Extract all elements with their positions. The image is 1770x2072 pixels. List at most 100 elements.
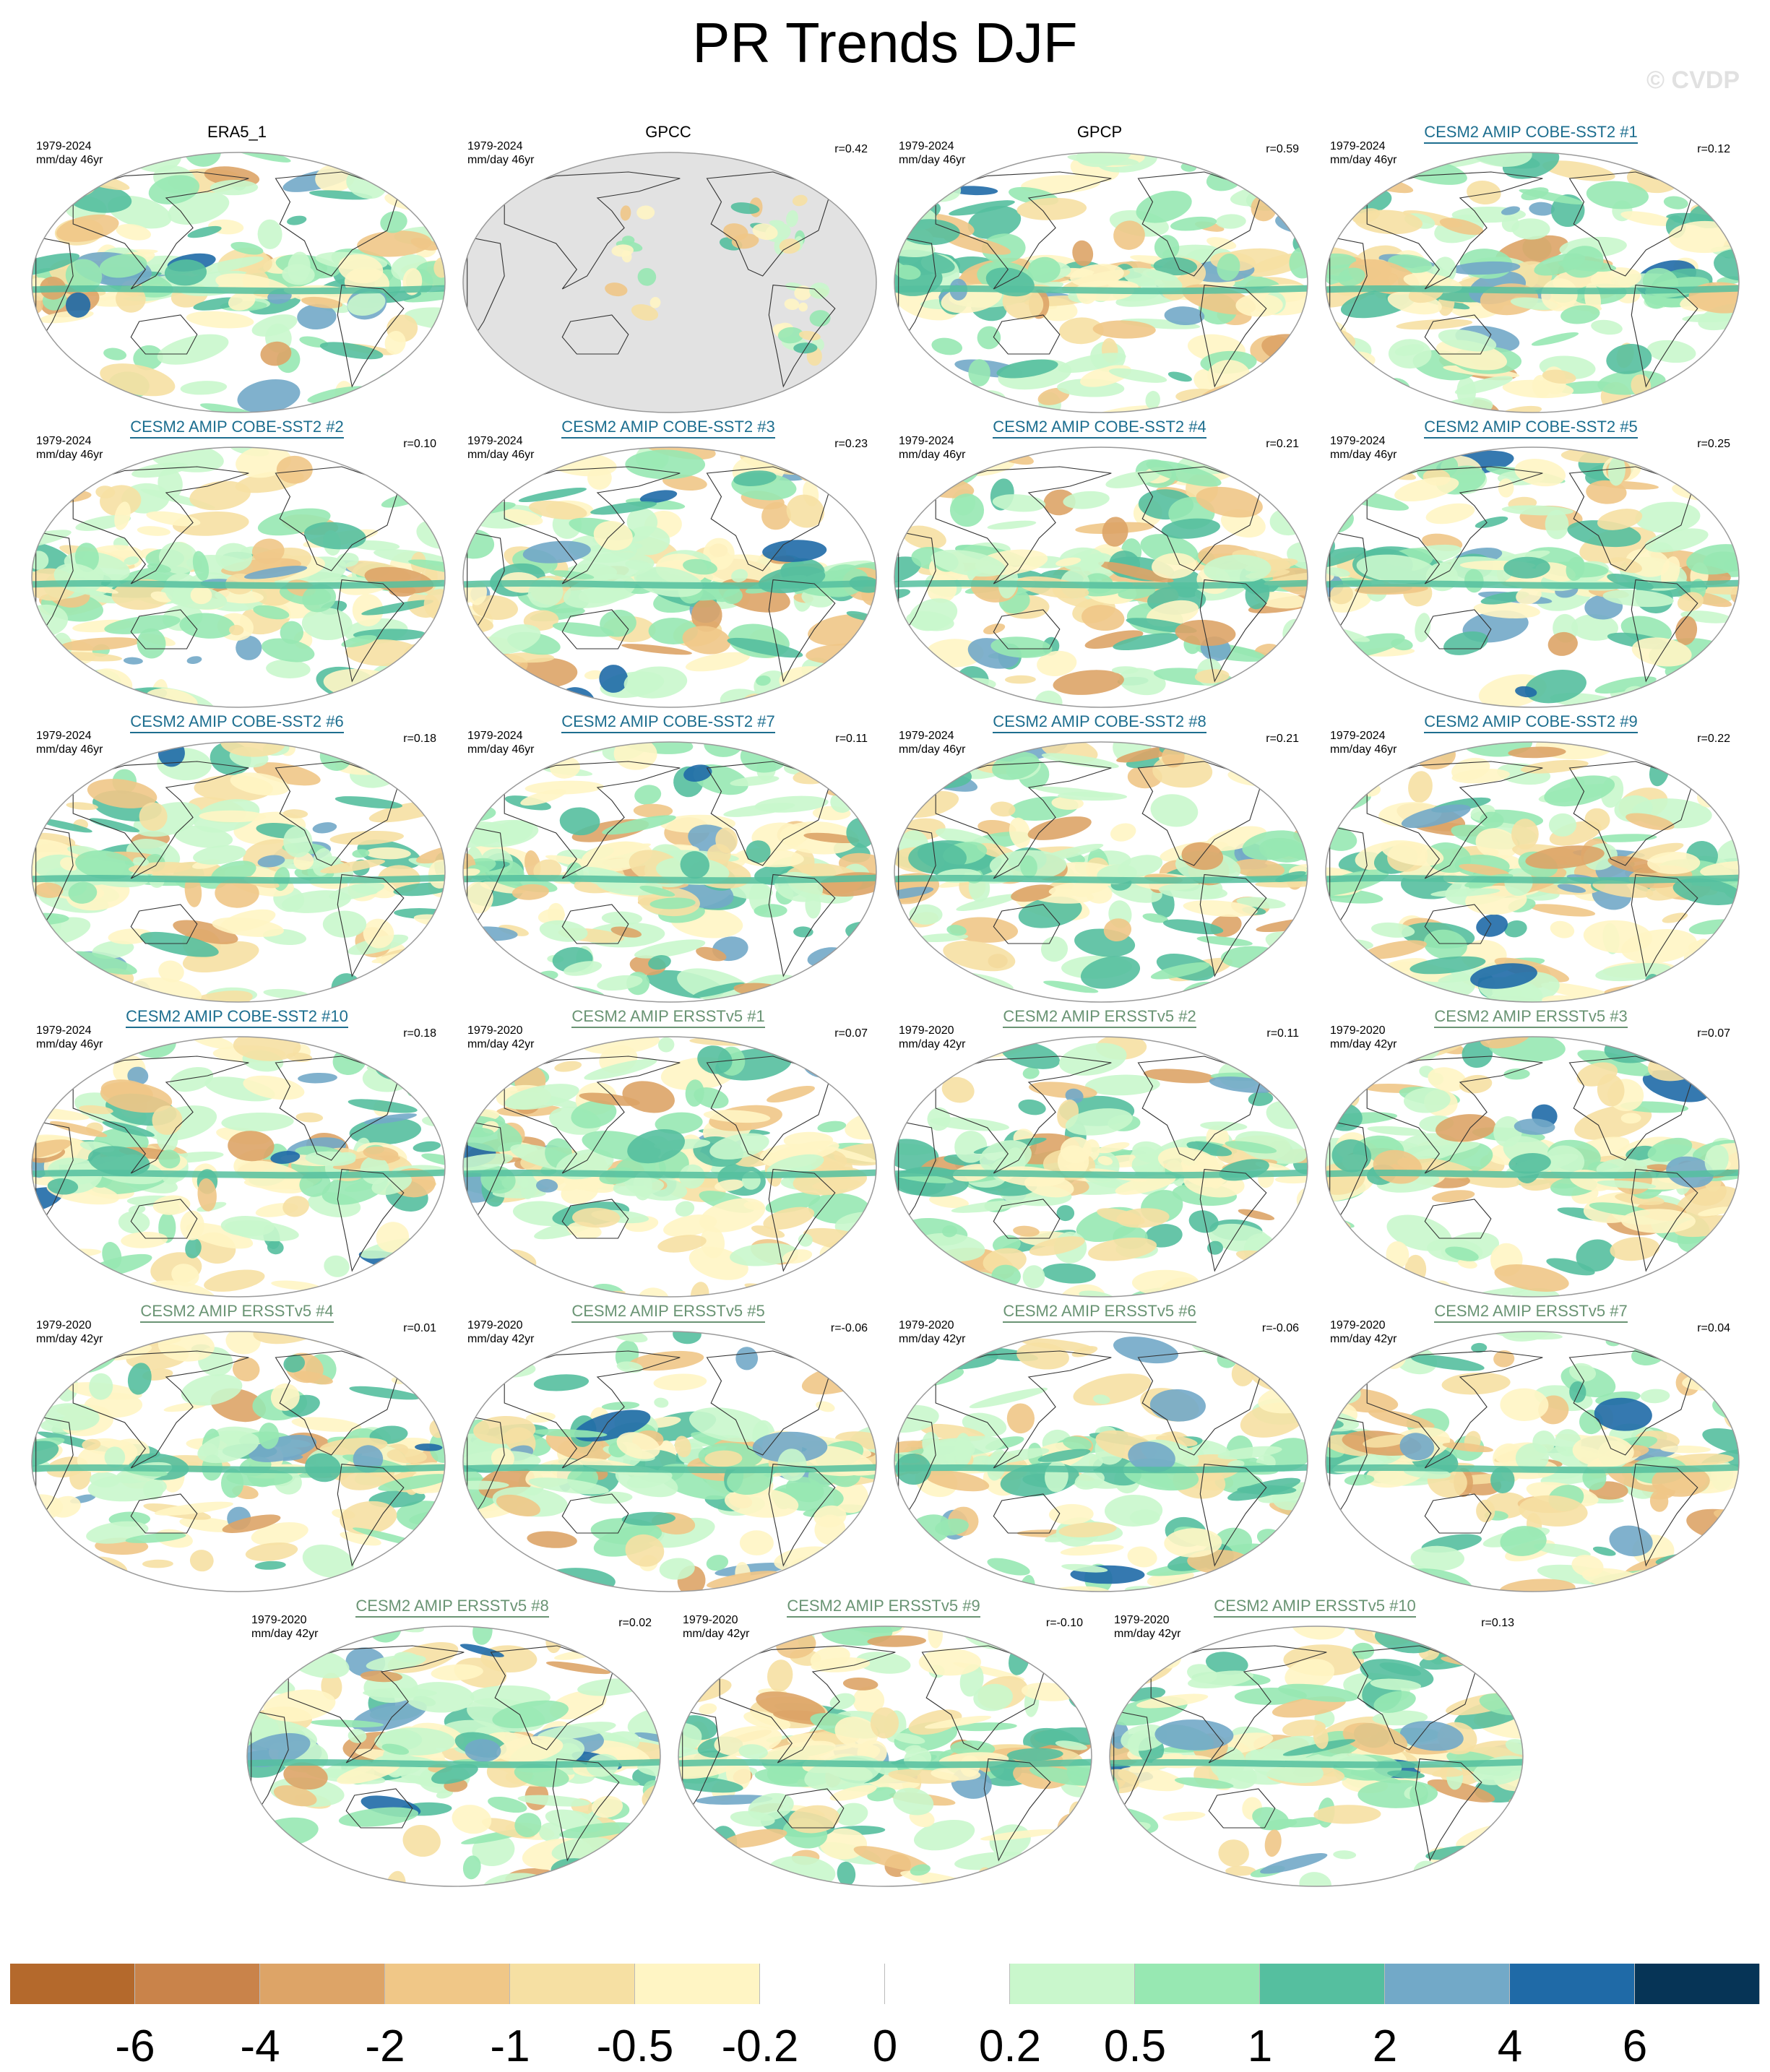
trend-field [894,1037,1308,1297]
period-label: 1979-2024 [899,730,954,742]
coastline [504,761,681,879]
pattern-correlation: r=0.59 [1266,143,1299,155]
coastline [561,609,629,649]
colorbar-tick-label: 0.2 [978,2021,1042,2071]
units-label: mm/day 42yr [899,1038,966,1050]
coastline [813,748,852,775]
coastline [1676,453,1715,480]
period-label: 1979-2020 [467,1024,523,1037]
panel-title-text: CESM2 AMIP COBE-SST2 #4 [993,418,1206,439]
map [462,446,877,708]
panel-title: CESM2 AMIP ERSSTv5 #5 [453,1302,884,1323]
watermark: © CVDP [1646,66,1740,94]
coastline [993,904,1061,944]
map-border [1325,152,1740,413]
itcz-band [32,1169,445,1179]
map-panel: CESM2 AMIP ERSSTv5 #3 1979-2020 mm/day 42y… [1316,1007,1746,1298]
units-label: mm/day 42yr [467,1333,535,1345]
panel-title-text: CESM2 AMIP ERSSTv5 #6 [1003,1302,1196,1323]
units-label: mm/day 42yr [683,1628,750,1640]
coastline [1245,1043,1284,1070]
trend-field [247,1626,660,1886]
panel-title-text: CESM2 AMIP ERSSTv5 #8 [355,1597,549,1618]
panel-title-text: CESM2 AMIP COBE-SST2 #2 [130,418,344,439]
coastline [1199,579,1267,683]
trend-field [1326,1331,1739,1592]
coastline [1676,158,1715,186]
coastline [719,1645,896,1764]
units-label: mm/day 46yr [899,449,966,461]
coastline [552,1758,620,1862]
period-label: 1979-2020 [467,1319,523,1331]
panel-title-text: CESM2 AMIP ERSSTv5 #7 [1434,1302,1628,1323]
coastline [777,1788,845,1829]
itcz-band [463,579,876,590]
panel-title: CESM2 AMIP ERSSTv5 #2 [884,1007,1315,1028]
coastline [1245,1337,1284,1365]
coastline [813,158,852,186]
period-label: 1979-2020 [899,1024,954,1037]
itcz-band [894,1169,1308,1179]
units-label: mm/day 46yr [467,449,535,461]
itcz-band [247,1758,660,1769]
panel-title: GPCC [453,123,884,142]
coastline [935,466,1112,584]
itcz-band [463,874,876,884]
trend-field [1326,1037,1739,1297]
coastline [130,609,198,649]
map-border [462,741,877,1003]
pattern-correlation: r=0.21 [1266,733,1299,745]
map [1325,741,1740,1003]
itcz-band [463,1464,876,1474]
coastline [813,453,852,480]
panel-title: CESM2 AMIP COBE-SST2 #6 [22,712,452,733]
coastline [1199,1169,1267,1272]
map [894,1331,1308,1592]
trend-field [894,152,1308,413]
colorbar [10,1964,1760,2004]
map [894,446,1308,708]
panel-title-text: CESM2 AMIP COBE-SST2 #9 [1424,712,1638,733]
map [31,1036,446,1298]
map [462,741,877,1003]
coastline [1631,874,1698,977]
itcz-band [894,579,1308,590]
coastline [768,1169,836,1272]
map-border [1109,1626,1524,1887]
units-label: mm/day 46yr [36,154,103,166]
coastline [382,1337,421,1365]
coastline [561,1493,629,1534]
coastline [1208,1788,1276,1829]
map [894,152,1308,413]
itcz-band [1326,285,1739,295]
coastline [1424,609,1492,649]
pattern-correlation: r=0.13 [1481,1617,1514,1629]
units-label: mm/day 46yr [36,1038,103,1050]
itcz-band [32,285,445,295]
coastline [337,285,405,388]
period-label: 1979-2024 [467,140,523,152]
coastline [130,1199,198,1239]
pattern-correlation: r=0.07 [834,1027,868,1040]
period-label: 1979-2024 [899,435,954,447]
coastline [935,1056,1112,1174]
trend-field [32,1037,445,1297]
pattern-correlation: r=0.10 [403,438,436,450]
panel-title: CESM2 AMIP COBE-SST2 #4 [884,418,1315,439]
panel-title-text: CESM2 AMIP ERSSTv5 #5 [571,1302,765,1323]
map [31,741,446,1003]
map-border [462,446,877,708]
units-label: mm/day 42yr [1330,1333,1397,1345]
coastline [1245,158,1284,186]
map [1325,1036,1740,1298]
map-border [1325,741,1740,1003]
map-panel: CESM2 AMIP ERSSTv5 #4 1979-2020 mm/day 42y… [22,1302,452,1592]
coastline [1366,466,1543,584]
coastline [1424,904,1492,944]
panel-title-text: CESM2 AMIP COBE-SST2 #5 [1424,418,1638,439]
panel-title: CESM2 AMIP COBE-SST2 #10 [22,1007,452,1028]
colorbar-tick-label: -6 [115,2021,155,2071]
coastline [993,1493,1061,1534]
panel-title-text: ERA5_1 [207,123,267,141]
period-label: 1979-2020 [683,1614,738,1626]
